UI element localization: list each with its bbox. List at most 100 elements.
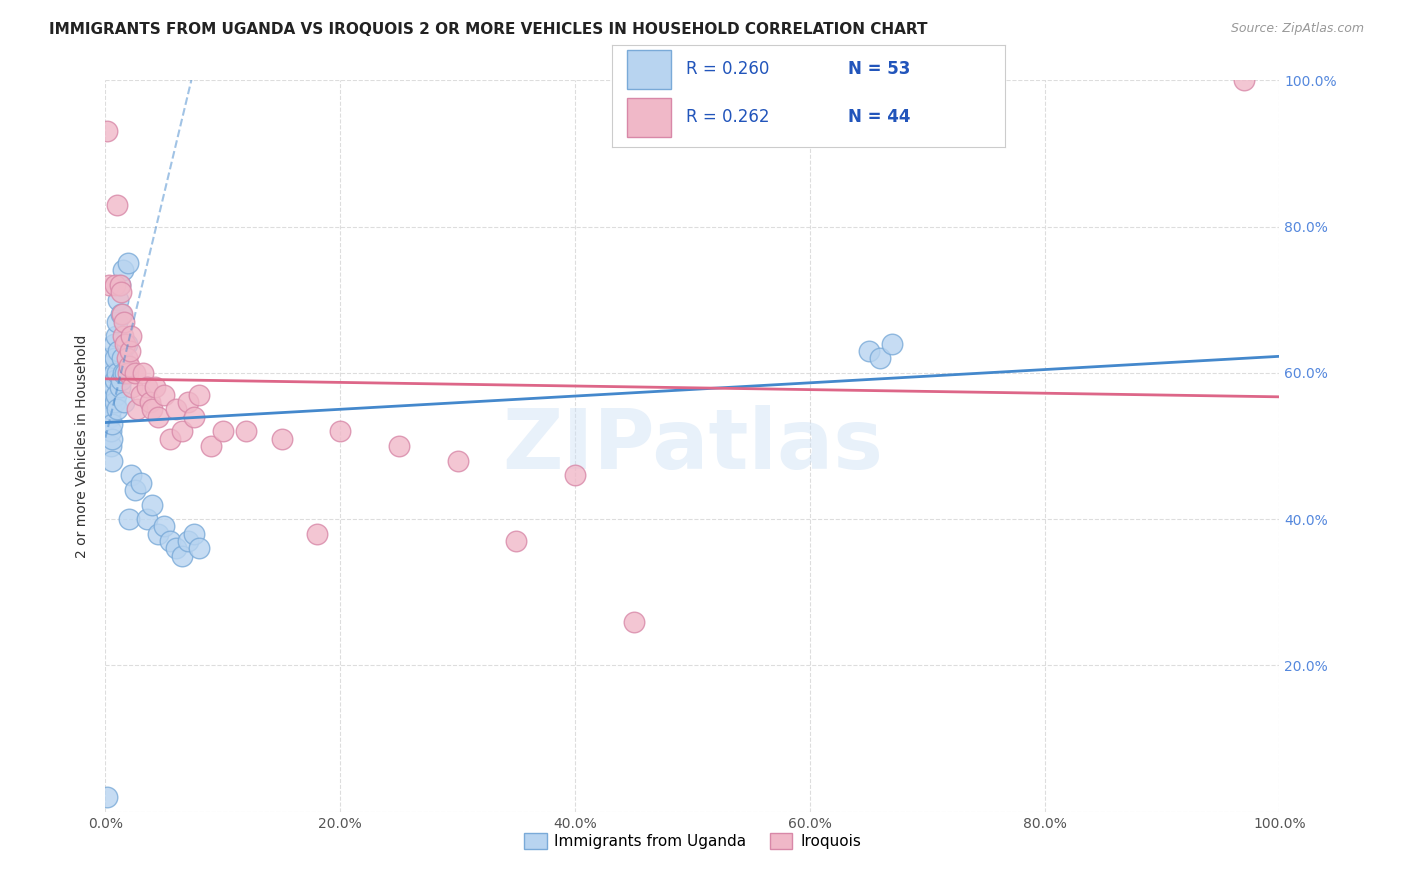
Point bbox=[100, 402, 122, 417]
Point bbox=[97, 395, 120, 409]
Point bbox=[100, 439, 122, 453]
Point bbox=[141, 402, 163, 417]
Point bbox=[118, 512, 141, 526]
Point bbox=[127, 402, 149, 417]
Point bbox=[148, 526, 170, 541]
Point bbox=[103, 366, 125, 380]
Point bbox=[105, 366, 128, 380]
Text: IMMIGRANTS FROM UGANDA VS IROQUOIS 2 OR MORE VEHICLES IN HOUSEHOLD CORRELATION C: IMMIGRANTS FROM UGANDA VS IROQUOIS 2 OR … bbox=[49, 22, 928, 37]
Point bbox=[96, 124, 118, 138]
Point bbox=[112, 366, 135, 380]
Point bbox=[112, 263, 135, 277]
Point bbox=[211, 425, 233, 439]
Point bbox=[111, 351, 134, 366]
Point bbox=[110, 373, 132, 387]
Point bbox=[124, 483, 146, 497]
Point bbox=[141, 498, 163, 512]
Text: Source: ZipAtlas.com: Source: ZipAtlas.com bbox=[1230, 22, 1364, 36]
Point bbox=[121, 380, 143, 394]
Point bbox=[105, 197, 128, 211]
Y-axis label: 2 or more Vehicles in Household: 2 or more Vehicles in Household bbox=[76, 334, 90, 558]
Point bbox=[104, 373, 127, 387]
Point bbox=[115, 351, 138, 366]
Text: N = 44: N = 44 bbox=[848, 109, 910, 127]
Point bbox=[105, 388, 128, 402]
Point bbox=[98, 278, 121, 293]
Point bbox=[129, 475, 152, 490]
Point bbox=[98, 409, 121, 424]
Point bbox=[114, 366, 136, 380]
Point bbox=[869, 351, 891, 366]
Point bbox=[135, 380, 157, 394]
Point bbox=[120, 468, 142, 483]
Point bbox=[120, 329, 142, 343]
Point bbox=[858, 343, 880, 358]
Text: R = 0.260: R = 0.260 bbox=[686, 61, 769, 78]
Point bbox=[103, 336, 125, 351]
Point bbox=[235, 425, 257, 439]
Point bbox=[112, 315, 135, 329]
Point bbox=[115, 336, 138, 351]
Point bbox=[105, 329, 128, 343]
Point bbox=[170, 425, 193, 439]
Point bbox=[148, 409, 170, 424]
Point bbox=[183, 526, 205, 541]
Point bbox=[153, 388, 176, 402]
Point bbox=[329, 425, 352, 439]
Point bbox=[107, 293, 129, 307]
Point bbox=[105, 315, 128, 329]
Point bbox=[114, 336, 136, 351]
Point bbox=[118, 359, 141, 373]
Point bbox=[101, 417, 124, 431]
Point bbox=[132, 366, 155, 380]
Point bbox=[108, 380, 131, 394]
Point bbox=[108, 278, 131, 293]
Point bbox=[388, 439, 411, 453]
Point bbox=[101, 453, 124, 467]
Point bbox=[183, 409, 205, 424]
Point bbox=[100, 425, 122, 439]
Text: R = 0.262: R = 0.262 bbox=[686, 109, 770, 127]
Point bbox=[159, 534, 181, 549]
Point bbox=[880, 336, 903, 351]
Point bbox=[200, 439, 222, 453]
Point bbox=[104, 278, 127, 293]
Point bbox=[96, 790, 118, 805]
Point bbox=[564, 468, 586, 483]
Point bbox=[107, 343, 129, 358]
Point bbox=[117, 366, 139, 380]
Point bbox=[176, 534, 198, 549]
Point bbox=[139, 395, 162, 409]
Point bbox=[112, 329, 135, 343]
Point bbox=[110, 307, 132, 321]
Point bbox=[143, 380, 166, 394]
Point bbox=[120, 343, 142, 358]
Point bbox=[104, 395, 127, 409]
Point bbox=[270, 432, 292, 446]
Point bbox=[108, 278, 131, 293]
Point bbox=[505, 534, 527, 549]
Point bbox=[124, 366, 146, 380]
Point bbox=[447, 453, 470, 467]
Point bbox=[101, 432, 124, 446]
Point bbox=[112, 395, 135, 409]
Point bbox=[1233, 73, 1256, 87]
Point bbox=[98, 359, 121, 373]
Point bbox=[129, 388, 152, 402]
Point bbox=[188, 541, 211, 556]
Text: N = 53: N = 53 bbox=[848, 61, 910, 78]
Point bbox=[153, 519, 176, 533]
Point bbox=[117, 256, 139, 270]
Text: ZIPatlas: ZIPatlas bbox=[502, 406, 883, 486]
Point bbox=[165, 402, 187, 417]
Point bbox=[110, 285, 132, 300]
Bar bbox=[627, 50, 671, 88]
Point bbox=[98, 351, 121, 366]
Point bbox=[305, 526, 328, 541]
Point bbox=[170, 549, 193, 563]
Point bbox=[135, 512, 157, 526]
Point bbox=[98, 388, 121, 402]
Bar bbox=[627, 98, 671, 137]
Point bbox=[623, 615, 645, 629]
Point bbox=[105, 402, 128, 417]
